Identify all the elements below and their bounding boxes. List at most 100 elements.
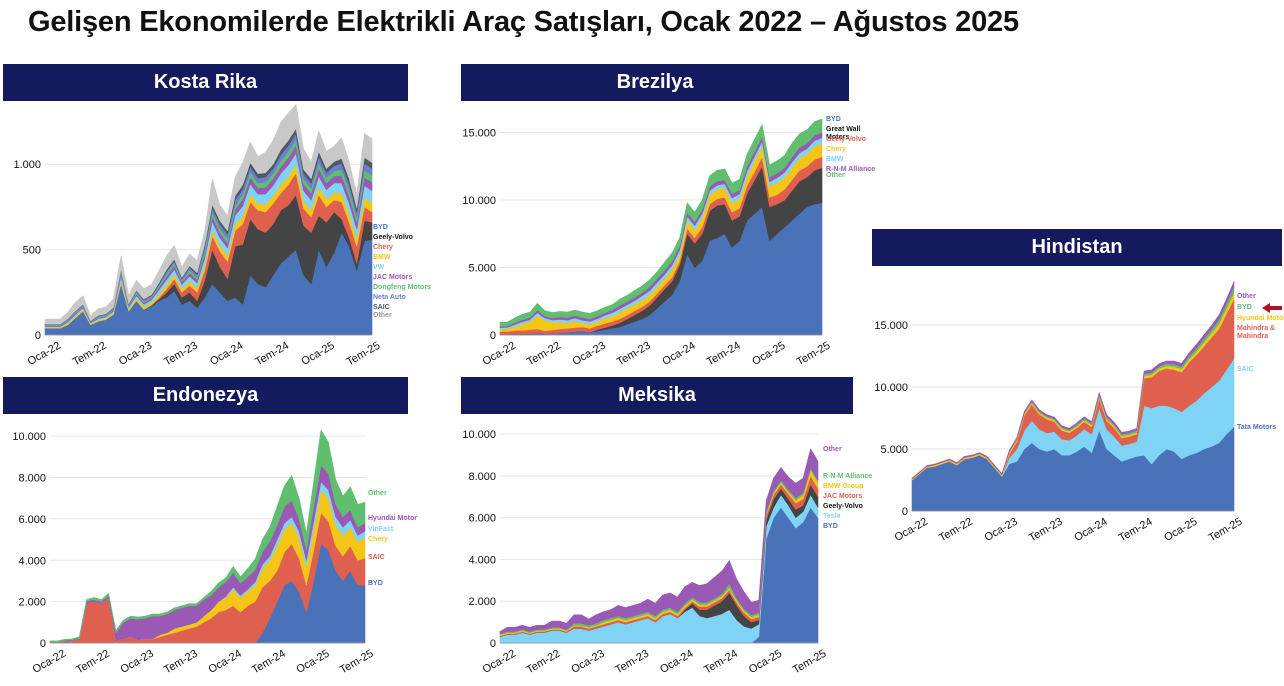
legend-label: BYD [826,116,841,123]
legend-label: Chery [368,536,388,543]
mexico-banner: Meksika [461,377,853,414]
x-tick-label: Oca-22 [481,340,518,368]
legend-label: JAC Motors [823,493,862,500]
legend-label: R-N-M Alliance [823,473,872,480]
legend-label: Other [1237,293,1256,300]
y-tick-label: 0 [490,638,496,650]
x-tick-label: Tem-25 [791,648,829,677]
y-tick-label: 6.000 [18,514,46,526]
x-tick-label: Oca-23 [119,648,156,676]
legend-label: Tata Motors [1237,424,1276,431]
mexico-title: Meksika [618,384,696,406]
legend-label: Neta Auto [373,294,406,301]
legend-label: Other [823,446,842,453]
x-tick-label: Tem-24 [705,340,743,369]
series-area-other [499,448,819,634]
india-title: Hindistan [1031,236,1123,258]
x-tick-label: Tem-22 [74,648,112,677]
x-tick-label: Oca-22 [26,340,63,368]
legend-label: BMW [826,156,844,163]
page-title: Gelişen Ekonomilerde Elektrikli Araç Sat… [28,6,1019,38]
indonesia-title: Endonezya [152,384,259,406]
x-tick-label: Tem-24 [1117,516,1155,545]
legend-label: Hyundai Motor [368,515,417,522]
legend-label: BYD [368,580,383,587]
legend-label: BYD [823,523,838,530]
legend-label: BMW [373,254,391,261]
costa-rica-banner: Kosta Rika [3,64,408,101]
x-tick-label: Oca-24 [1072,516,1109,544]
y-tick-label: 4.000 [18,555,46,567]
legend-label: BYD [1237,304,1252,311]
x-tick-label: Oca-22 [481,648,518,676]
legend-label: Other [826,172,845,179]
y-tick-label: 8.000 [468,471,496,483]
legend-label: Great Wall Motors [826,126,860,141]
brazil-title: Brezilya [616,71,694,93]
series-area-other [499,118,823,327]
x-tick-label: Tem-23 [162,340,200,369]
legend-label: BYD [373,224,388,231]
x-tick-label: Oca-23 [571,340,608,368]
legend-label: SAIC [368,554,385,561]
y-tick-label: 0 [490,330,496,342]
y-tick-label: 2.000 [468,596,496,608]
legend-label: Geely-Volvo [826,136,866,143]
x-tick-label: Tem-22 [525,340,563,369]
legend-label: Tesla [823,513,840,520]
india-banner: Hindistan [872,229,1282,266]
x-tick-label: Tem-24 [250,648,288,677]
y-tick-label: 8.000 [18,473,46,485]
x-tick-label: Tem-24 [702,648,740,677]
x-tick-label: Tem-23 [613,648,651,677]
legend-label: Mahindra & Mahindra [1237,325,1275,340]
series-area-other [911,281,1235,480]
x-tick-label: Oca-25 [750,340,787,368]
y-tick-label: 10.000 [874,382,908,394]
x-tick-label: Oca-24 [208,340,245,368]
legend-label: VW [373,264,385,271]
legend-label: Other [368,490,387,497]
costa-rica-chart: 0 500 1.000 Oca-22 Tem-22 Oca-23 Tem-23 Oca-24 T… [13,104,431,369]
x-tick-label: Oca-24 [658,648,695,676]
x-tick-label: Tem-23 [615,340,653,369]
x-tick-label: Tem-25 [338,648,376,677]
x-tick-label: Oca-23 [117,340,154,368]
x-tick-label: Tem-22 [71,340,109,369]
x-tick-label: Oca-25 [294,648,331,676]
legend-label: Geely-Volvo [823,503,863,510]
y-tick-label: 5.000 [468,263,496,275]
legend-label: Other [373,312,392,319]
y-tick-label: 4.000 [468,554,496,566]
x-tick-label: Oca-23 [983,516,1020,544]
legend-label: Chery [826,146,846,153]
y-tick-label: 0 [35,330,41,342]
y-tick-label: 0 [902,506,908,518]
legend-label: VinFast [368,526,394,533]
x-tick-label: Tem-25 [345,340,383,369]
y-tick-label: 6.000 [468,513,496,525]
x-tick-label: Tem-23 [1027,516,1065,545]
series-area-other [44,104,373,325]
legend-label: Geely-Volvo [373,234,413,241]
y-tick-label: 2.000 [18,597,46,609]
x-tick-label: Tem-22 [937,516,975,545]
y-tick-label: 5.000 [880,444,908,456]
y-tick-label: 10.000 [12,431,46,443]
x-tick-label: Tem-22 [524,648,562,677]
x-tick-label: Oca-24 [206,648,243,676]
y-tick-label: 0 [40,638,46,650]
legend-label: Dongfeng Motors [373,284,431,291]
x-tick-label: Oca-23 [569,648,606,676]
x-tick-label: Oca-25 [747,648,784,676]
x-tick-label: Tem-23 [162,648,200,677]
x-tick-label: Tem-25 [1207,516,1245,545]
x-tick-label: Oca-24 [660,340,697,368]
x-tick-label: Oca-22 [31,648,68,676]
x-tick-label: Oca-25 [299,340,336,368]
legend-label: SAIC [373,304,390,311]
legend-label: JAC Motors [373,274,412,281]
